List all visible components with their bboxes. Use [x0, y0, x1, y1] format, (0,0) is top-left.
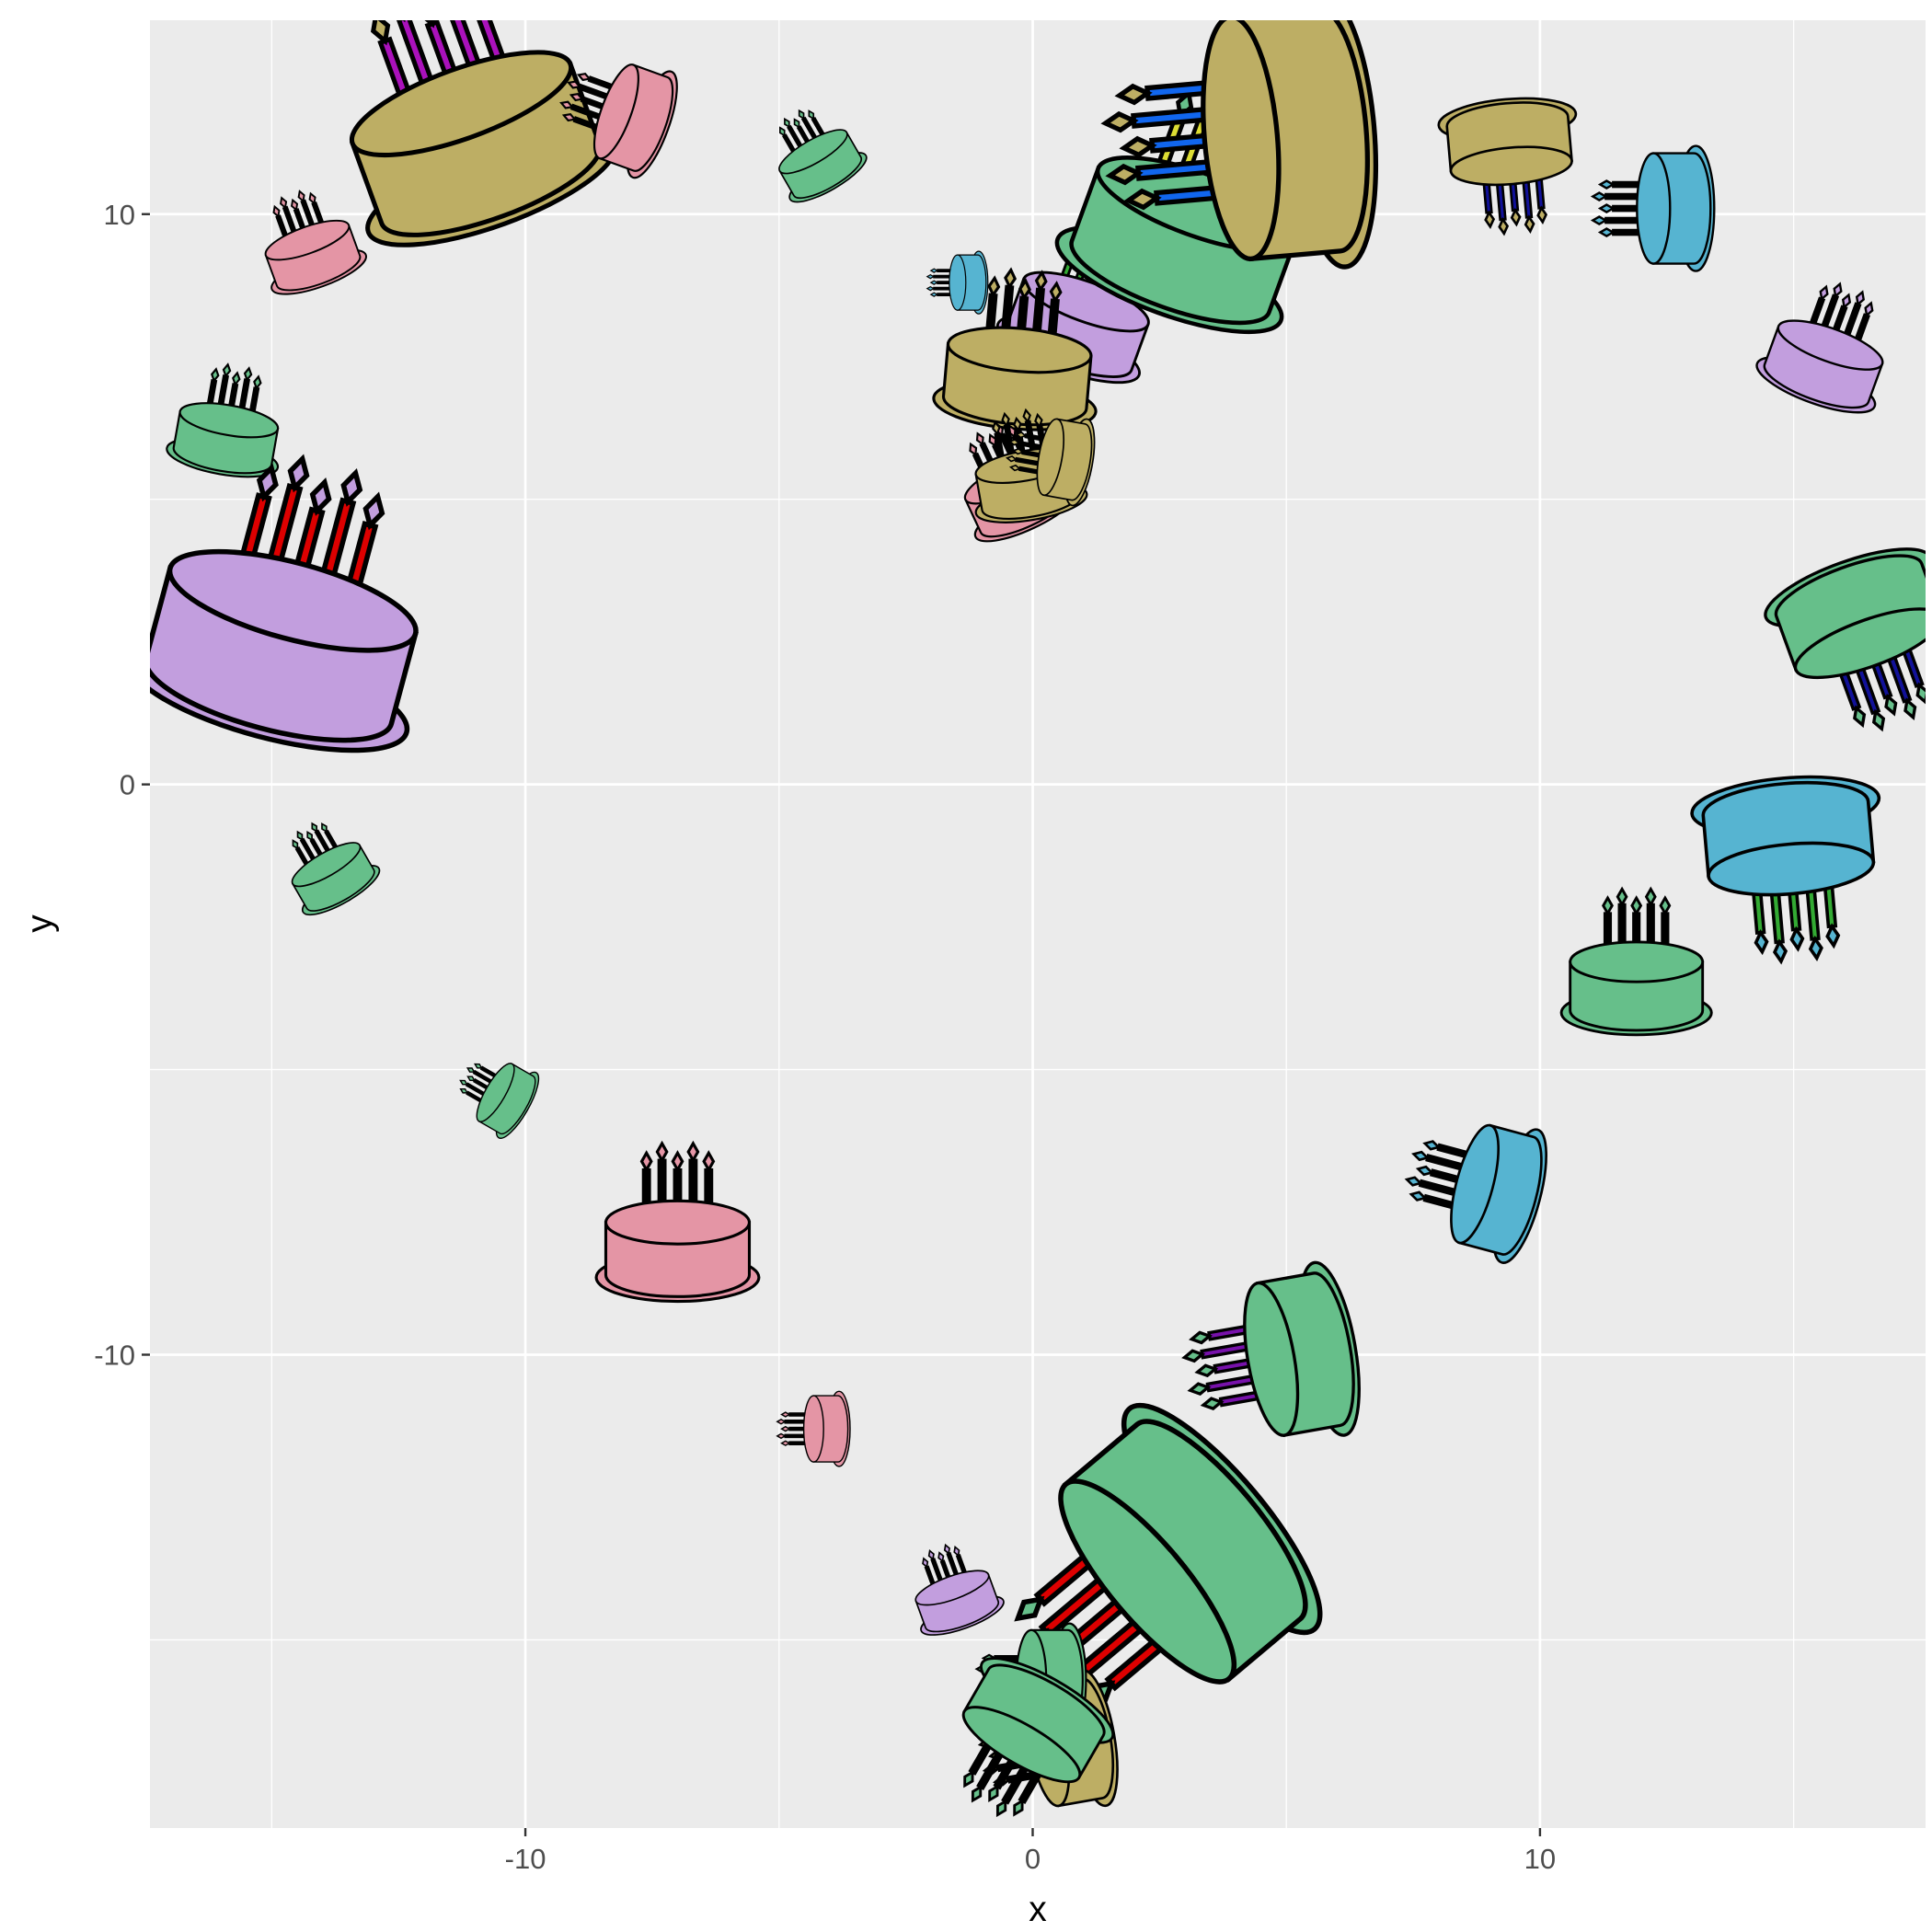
- cake-point: [1764, 547, 1926, 732]
- cake-top: [264, 219, 351, 261]
- x-tick-label: 0: [1025, 1843, 1041, 1875]
- cake-candle: [1597, 179, 1655, 190]
- cake-top: [1449, 145, 1573, 187]
- cake-point: [264, 190, 367, 295]
- cake-top: [914, 1570, 990, 1606]
- cake-point: [1559, 886, 1713, 1037]
- cake-point: [1437, 97, 1578, 236]
- y-tick-label: -10: [94, 1340, 135, 1372]
- cake-body: [1062, 1419, 1308, 1683]
- cake-top: [961, 1706, 1082, 1784]
- cake-point: [1590, 144, 1716, 272]
- cake-top: [1243, 1281, 1300, 1437]
- cake-point: [1690, 775, 1881, 965]
- cake-top: [1058, 1478, 1237, 1685]
- cake-point: [1181, 1260, 1361, 1438]
- cake-point: [459, 1063, 540, 1139]
- cake-top: [167, 548, 419, 653]
- cake-top: [778, 129, 848, 175]
- cake-body: [291, 844, 375, 912]
- cake-point: [926, 250, 989, 315]
- grid-lines: [150, 20, 1926, 1828]
- cake-top: [1036, 418, 1065, 497]
- cake-top: [802, 1395, 824, 1463]
- cake-candle: [1597, 203, 1655, 213]
- cake-point: [1404, 1123, 1547, 1264]
- cake-point: [776, 1390, 851, 1467]
- cake-top: [1777, 319, 1884, 371]
- cake-point: [914, 1543, 1005, 1636]
- axis-ticks: -10 0 10 -10 0 10: [94, 199, 1556, 1875]
- cake-candle: [1480, 167, 1496, 229]
- cake-point: [1100, 20, 1379, 270]
- cake-point: [594, 1140, 761, 1304]
- cake-top: [349, 50, 574, 158]
- cake-point: [559, 63, 678, 179]
- cake-top: [1450, 1123, 1500, 1245]
- cake-top: [291, 842, 362, 888]
- cake-top: [1636, 152, 1672, 265]
- cake-top: [946, 326, 1093, 374]
- cake-point: [166, 362, 280, 478]
- y-tick-label: 10: [104, 199, 135, 231]
- cake-point: [961, 1657, 1115, 1818]
- y-tick-label: 0: [120, 769, 135, 801]
- cake-point: [778, 109, 868, 203]
- cake-glyph-layer: [150, 20, 1926, 1818]
- cake-top: [949, 254, 967, 311]
- cake-top: [178, 402, 280, 439]
- cake-top: [476, 1063, 515, 1122]
- cake-top: [1201, 20, 1282, 261]
- cake-top: [592, 63, 639, 160]
- cake-body: [962, 1663, 1106, 1780]
- x-tick-label: -10: [505, 1843, 546, 1875]
- cake-body: [477, 1063, 536, 1135]
- cake-point: [1014, 1402, 1323, 1707]
- cake-top: [1707, 841, 1876, 897]
- x-tick-label: 10: [1524, 1843, 1556, 1875]
- cake-top: [604, 1199, 752, 1246]
- cake-point: [150, 454, 419, 753]
- cake-point: [291, 822, 381, 916]
- cake-body: [778, 131, 863, 200]
- cake-point: [1755, 282, 1884, 414]
- x-axis-title: x: [1029, 1890, 1047, 1929]
- y-axis-title: y: [20, 914, 60, 933]
- cake-point: [932, 267, 1098, 431]
- cake-top: [1793, 607, 1926, 680]
- cake-point: [1006, 418, 1096, 507]
- cake-top: [1569, 940, 1705, 983]
